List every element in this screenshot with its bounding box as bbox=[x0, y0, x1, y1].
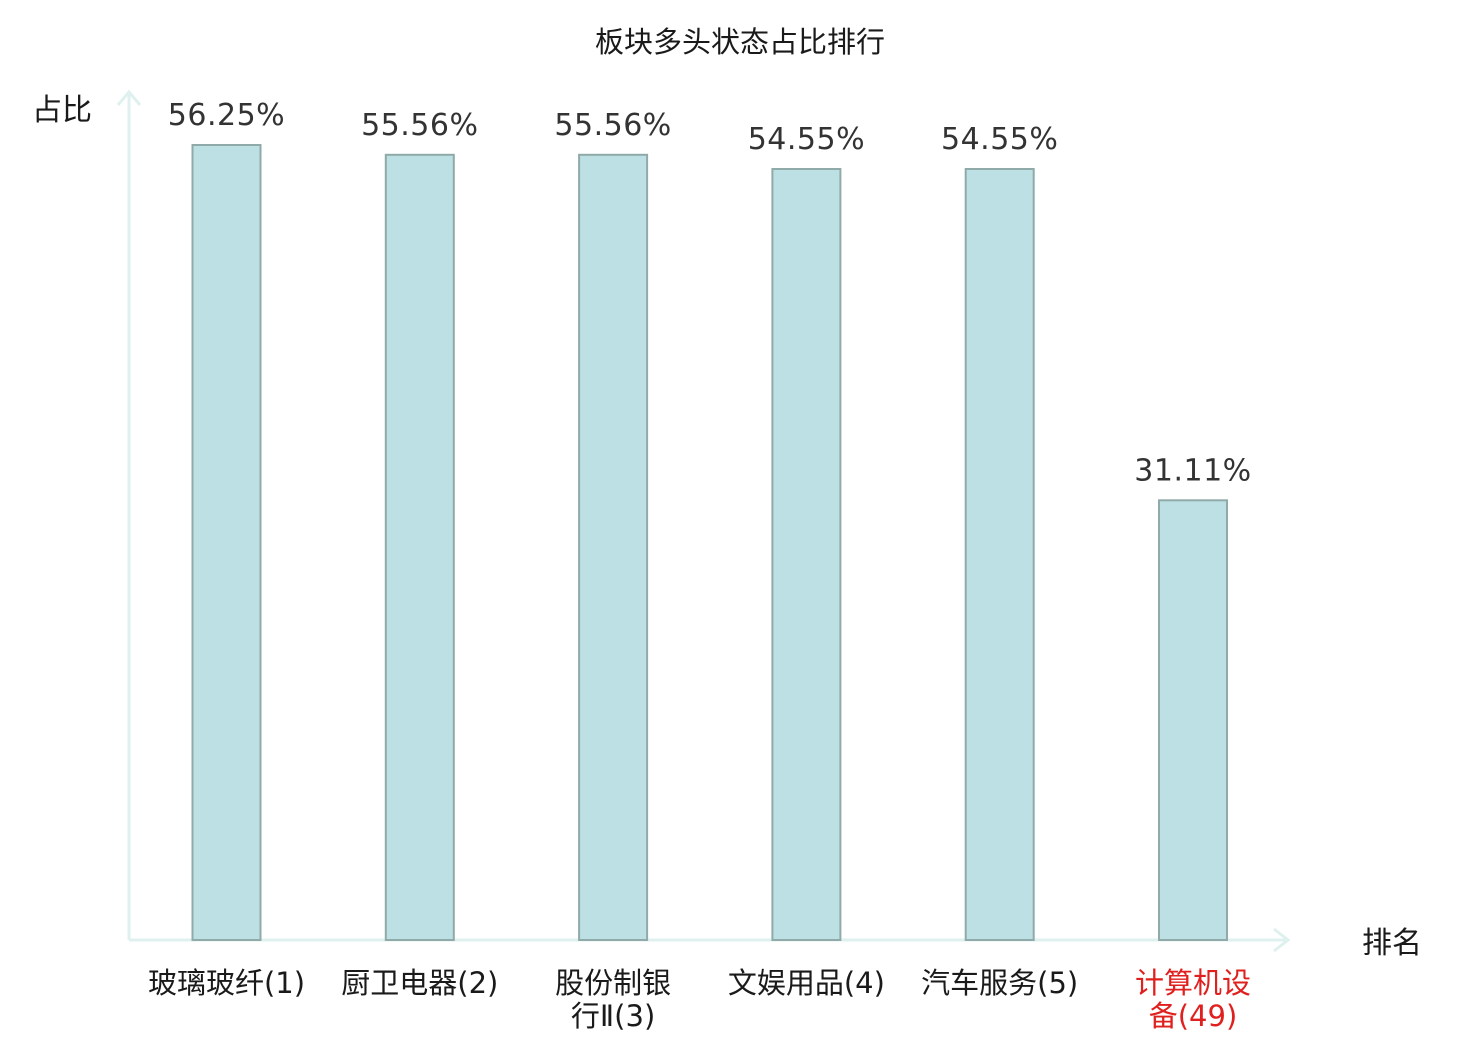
y-axis-title: 占比 bbox=[32, 93, 92, 128]
bar-4 bbox=[771, 168, 842, 941]
value-label-4: 54.55% bbox=[748, 122, 865, 157]
value-label-2: 55.56% bbox=[361, 108, 478, 143]
value-label-3: 55.56% bbox=[554, 108, 671, 143]
bar-1 bbox=[191, 144, 262, 941]
category-label-3-line-1: 股份制银 bbox=[555, 966, 671, 1000]
value-label-5: 54.55% bbox=[941, 122, 1058, 157]
bars-group bbox=[191, 144, 1228, 942]
value-labels-group: 56.25% 55.56% 55.56% 54.55% 54.55% 31.11% bbox=[168, 98, 1251, 488]
category-label-6-line-1: 计算机设 bbox=[1135, 966, 1251, 1000]
category-label-5: 汽车服务(5) bbox=[921, 966, 1078, 1000]
chart-title: 板块多头状态占比排行 bbox=[595, 25, 885, 59]
bar-5 bbox=[964, 168, 1035, 941]
category-label-6-line-2: 备(49) bbox=[1149, 999, 1238, 1033]
x-axis-arrow bbox=[1273, 927, 1291, 953]
y-axis-arrow bbox=[116, 89, 142, 106]
x-axis-title: 排名 bbox=[1362, 926, 1422, 961]
category-label-3-line-2: 行Ⅱ(3) bbox=[571, 999, 655, 1033]
bar-2 bbox=[384, 153, 455, 942]
category-label-2: 厨卫电器(2) bbox=[341, 966, 498, 1000]
axes bbox=[116, 89, 1291, 953]
category-label-1: 玻璃玻纤(1) bbox=[148, 966, 305, 1000]
bar-3 bbox=[578, 153, 649, 942]
value-label-1: 56.25% bbox=[168, 98, 285, 133]
value-label-6: 31.11% bbox=[1134, 453, 1251, 488]
category-label-4: 文娱用品(4) bbox=[728, 966, 885, 1000]
bar-6 bbox=[1158, 499, 1228, 941]
